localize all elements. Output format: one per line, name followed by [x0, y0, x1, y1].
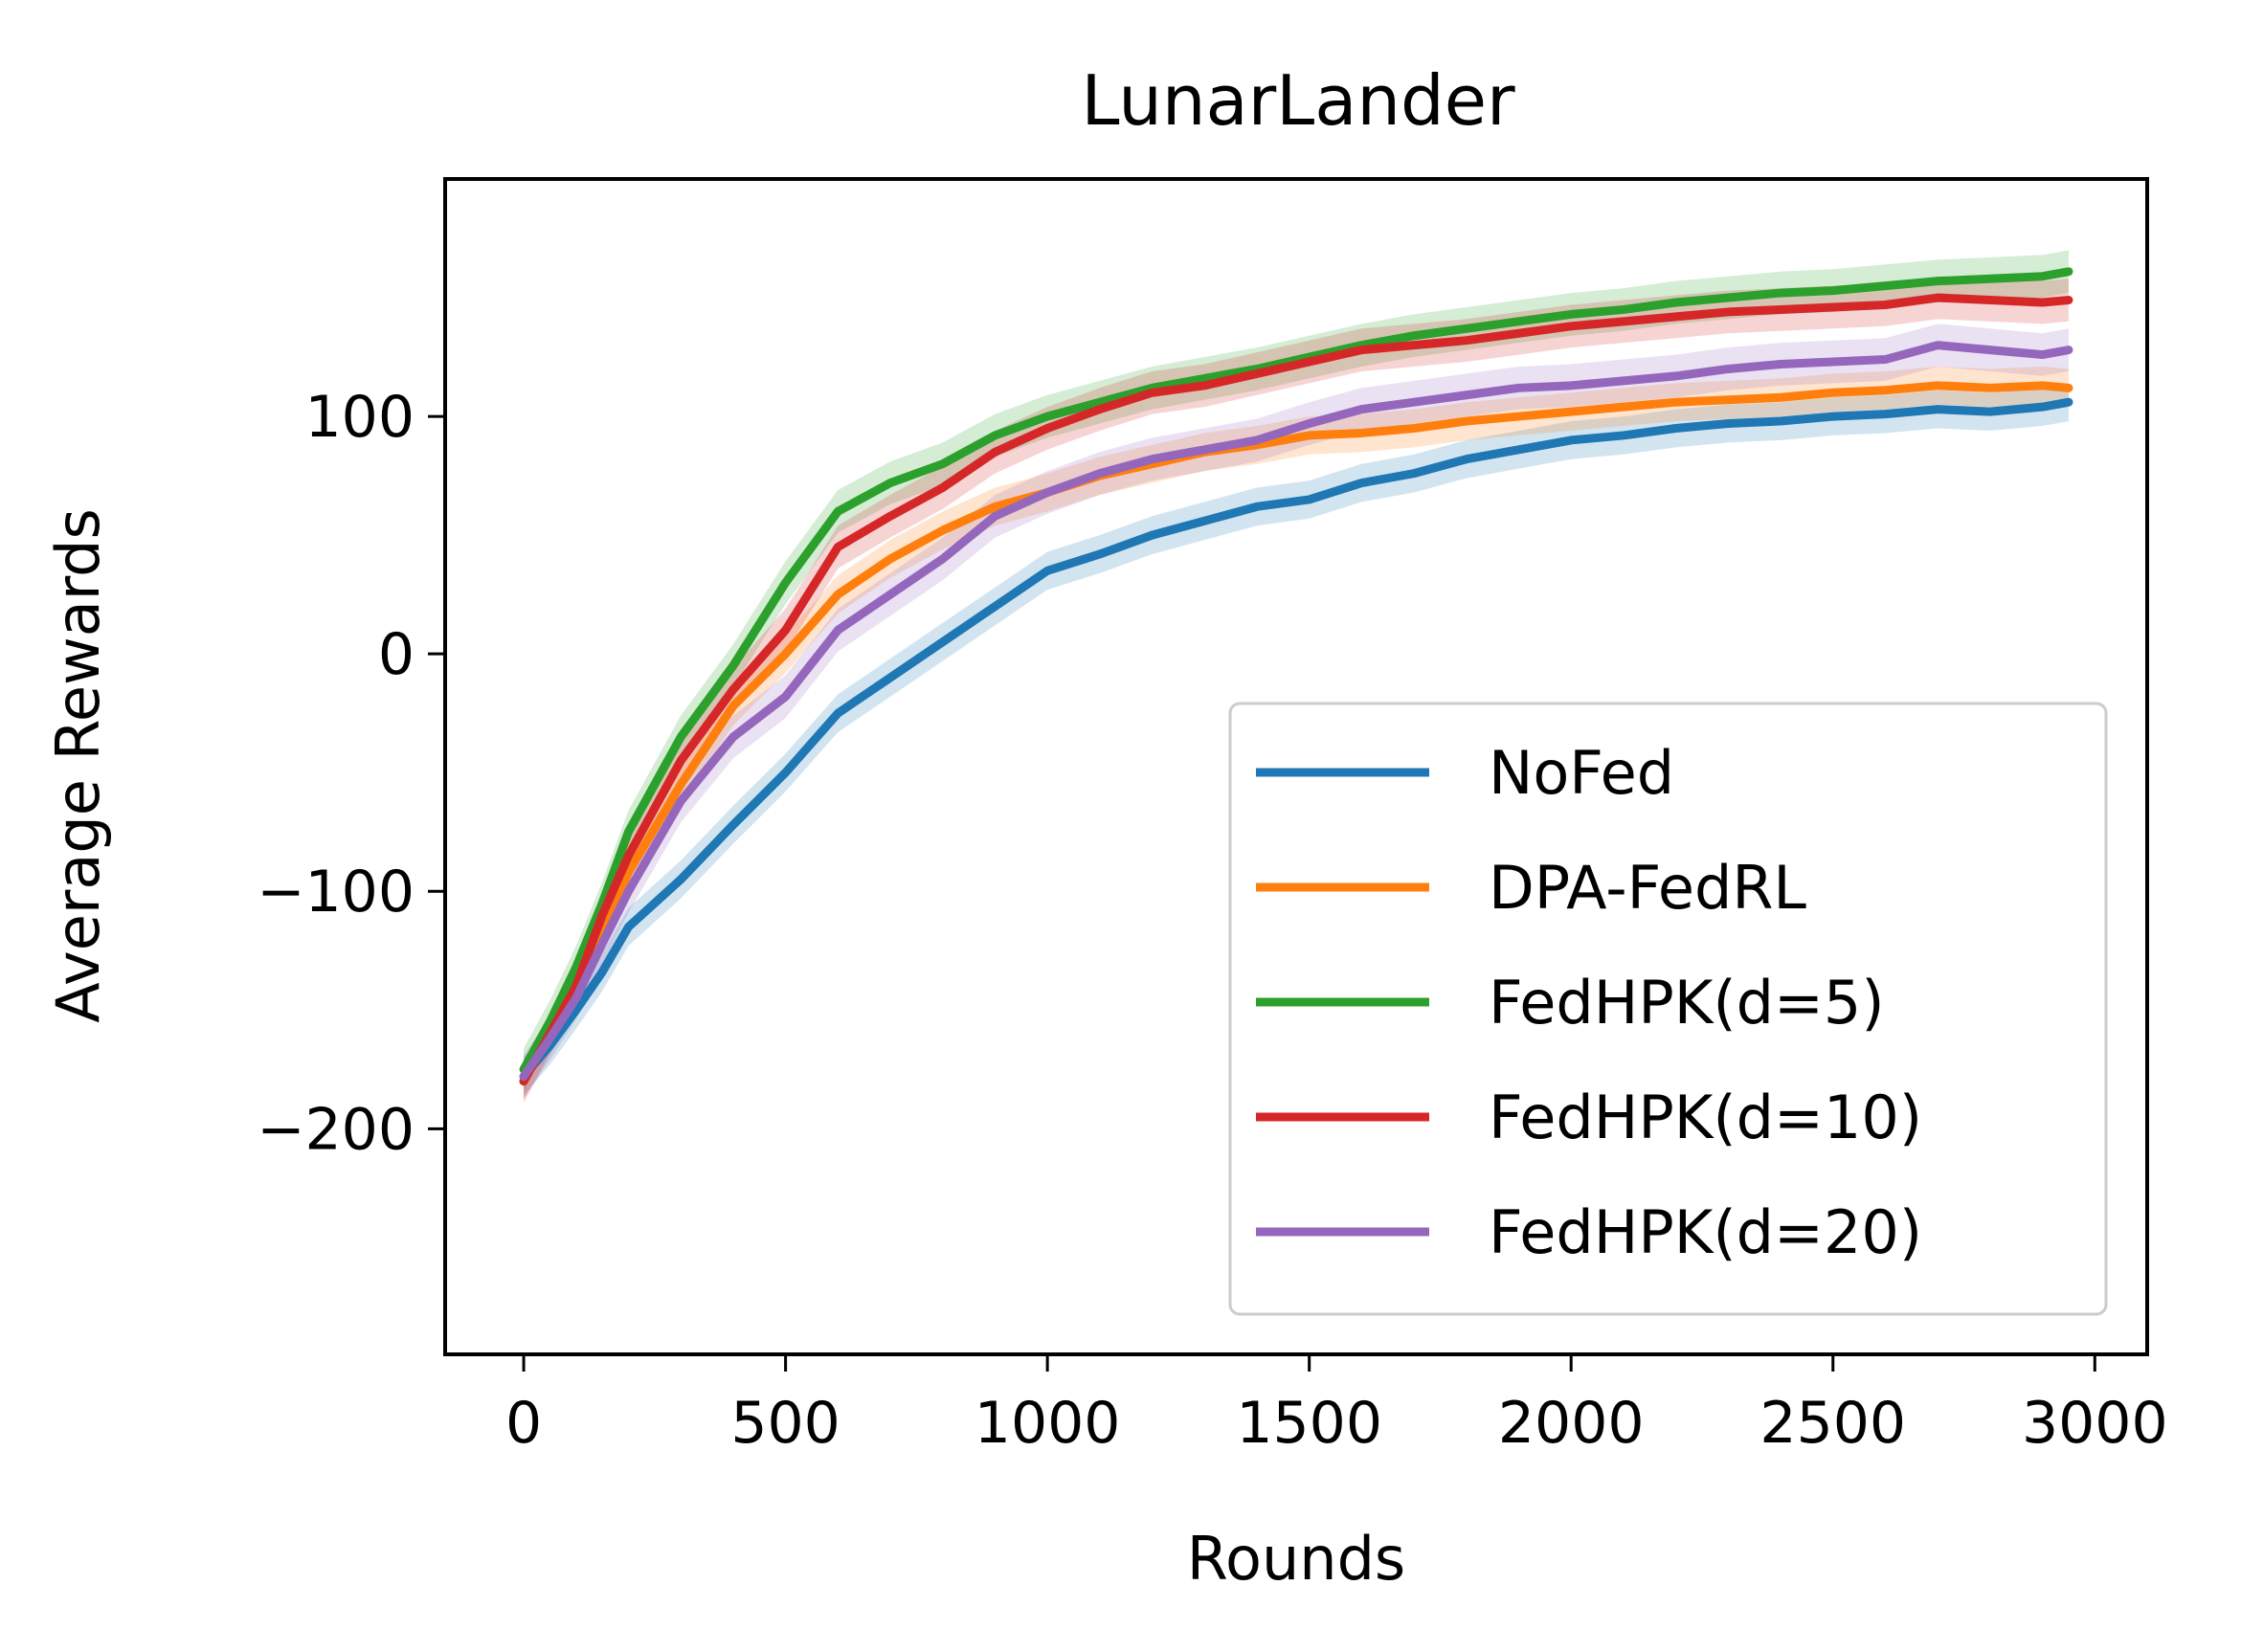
y-axis-label: Average Rewards [43, 508, 113, 1023]
x-tick-label: 1500 [1236, 1390, 1382, 1457]
series-line-2 [519, 267, 2073, 1074]
series-line-4 [519, 341, 2073, 1082]
x-tick-label: 0 [505, 1390, 542, 1457]
legend: NoFed DPA-FedRL FedHPK(d=5) FedHPK(d=10) Fed… [1228, 702, 2108, 1316]
x-tick-label: 2000 [1498, 1390, 1645, 1457]
legend-label-3: FedHPK(d=10) [1489, 1083, 1922, 1152]
y-tick-label: −200 [257, 1096, 415, 1163]
x-tick-label: 1000 [975, 1390, 1121, 1457]
legend-items: NoFed DPA-FedRL FedHPK(d=5) FedHPK(d=10) Fed… [1256, 738, 1922, 1267]
x-tick-label: 2500 [1759, 1390, 1906, 1457]
x-tick-label: 3000 [2022, 1390, 2168, 1457]
series-band-2 [524, 250, 2069, 1091]
legend-label-4: FedHPK(d=20) [1489, 1197, 1922, 1267]
legend-label-0: NoFed [1489, 738, 1674, 808]
legend-label-2: FedHPK(d=5) [1489, 968, 1885, 1038]
x-axis-label: Rounds [1187, 1524, 1405, 1594]
series-line-3 [519, 293, 2073, 1086]
series-line-1 [519, 381, 2073, 1086]
x-tick-label: 500 [730, 1390, 840, 1457]
y-tick-label: −100 [257, 859, 415, 926]
y-tick-label: 100 [304, 384, 415, 451]
y-axis: −200 −100 0 100 [257, 384, 445, 1163]
plot-frame [443, 177, 2149, 1356]
chart-title: LunarLander [1081, 60, 1515, 141]
legend-label-1: DPA-FedRL [1489, 853, 1806, 923]
x-axis: 0 500 1000 1500 2000 2500 3000 [505, 1354, 2168, 1457]
series-line-0 [519, 397, 2073, 1082]
legend-box [1228, 702, 2108, 1316]
y-tick-label: 0 [378, 621, 415, 688]
series-lines [519, 267, 2073, 1086]
